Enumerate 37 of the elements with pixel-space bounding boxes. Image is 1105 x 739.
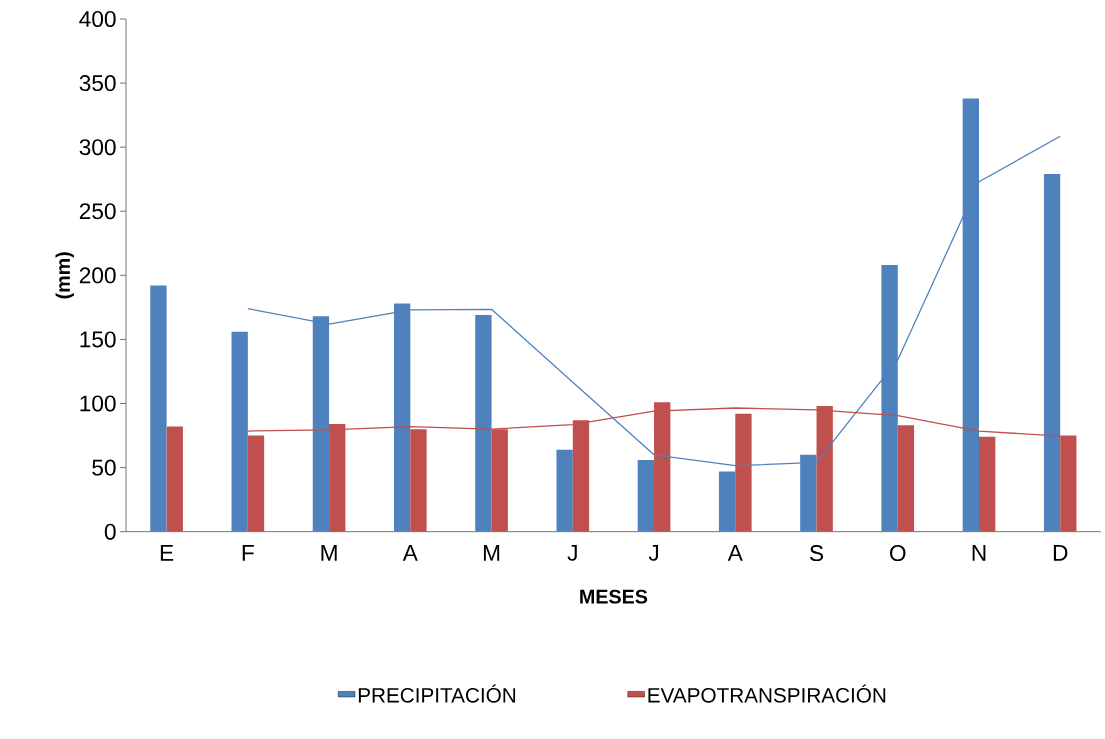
x-tick-label: M xyxy=(483,545,500,561)
x-tick-label: M xyxy=(321,545,337,561)
bar xyxy=(166,426,183,532)
bar xyxy=(637,460,655,532)
bar xyxy=(735,413,752,532)
y-tick-label: 350 xyxy=(79,75,116,92)
x-tick-label: D xyxy=(1053,545,1068,561)
bar xyxy=(1043,174,1061,532)
bar xyxy=(979,436,996,532)
y-tick-label: 150 xyxy=(80,331,116,348)
y-tick-label: 400 xyxy=(79,11,116,28)
x-tick-label: A xyxy=(402,545,418,561)
x-tick-label: J xyxy=(648,545,659,562)
bar xyxy=(247,435,265,532)
y-tick-label: 50 xyxy=(92,459,116,476)
y-axis-title: (mm) xyxy=(55,252,74,299)
x-tick-label: E xyxy=(160,545,174,561)
x-tick-label: J xyxy=(567,545,577,562)
legend-label: EVAPOTRANSPIRACIÓN xyxy=(648,684,886,703)
bar xyxy=(556,449,573,532)
y-tick-label: 250 xyxy=(79,203,116,220)
bar xyxy=(150,285,167,532)
y-tick-label: 100 xyxy=(80,395,116,412)
x-tick-label: N xyxy=(972,545,986,561)
y-tick-label: 200 xyxy=(79,267,116,284)
bar xyxy=(897,425,915,532)
x-axis-title: MESES xyxy=(580,589,648,604)
bar xyxy=(475,315,492,532)
x-tick-label: S xyxy=(809,545,824,562)
x-tick-label: F xyxy=(242,545,254,561)
legend-label: PRECIPITACIÓN xyxy=(358,684,516,703)
y-tick-label: 0 xyxy=(104,523,116,540)
bar xyxy=(718,471,736,532)
y-tick-label: 300 xyxy=(79,139,116,156)
x-tick-label: A xyxy=(727,545,743,561)
x-tick-label: O xyxy=(890,545,906,562)
bar xyxy=(231,331,248,532)
